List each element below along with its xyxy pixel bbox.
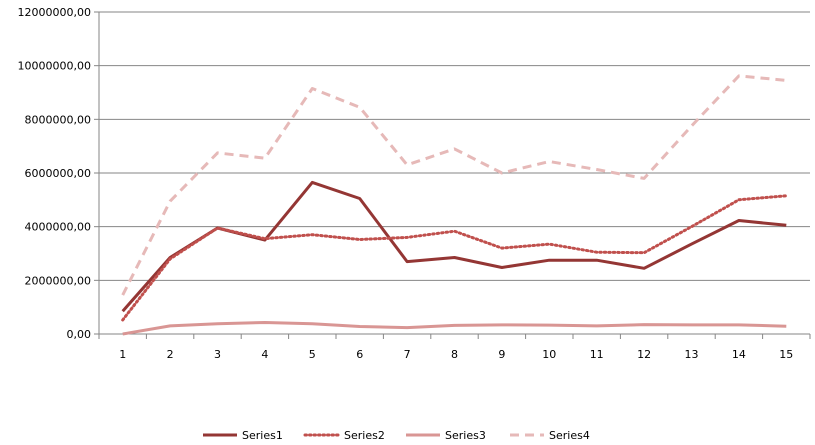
x-tick-label: 8 (451, 348, 458, 361)
y-tick-label: 6000000,00 (25, 167, 91, 180)
gridlines (99, 11, 810, 281)
y-tick-label: 8000000,00 (25, 113, 91, 126)
y-tick-label: 10000000,00 (18, 60, 91, 73)
y-axis: 0,00 2000000,00 4000000,00 6000000,00 800000… (18, 6, 100, 341)
x-tick-label: 5 (309, 348, 316, 361)
y-tick-label: 0,00 (67, 328, 92, 341)
series-line-series3 (122, 321, 787, 336)
y-tick-label: 2000000,00 (25, 274, 91, 287)
y-tick-label: 4000000,00 (25, 221, 91, 234)
x-tick-label: 15 (779, 348, 793, 361)
legend: Series1 Series2 Series3 Series4 (203, 429, 590, 442)
y-tick-label: 12000000,00 (18, 6, 91, 19)
x-tick-label: 9 (498, 348, 505, 361)
series-line-series2 (121, 194, 788, 322)
series-lines (121, 74, 788, 336)
x-tick-label: 14 (732, 348, 746, 361)
x-tick-label: 12 (637, 348, 651, 361)
legend-label-series3: Series3 (445, 429, 486, 442)
x-tick-label: 2 (167, 348, 174, 361)
series-line-series4 (121, 74, 787, 296)
x-tick-label: 3 (214, 348, 221, 361)
legend-label-series2: Series2 (344, 429, 385, 442)
legend-label-series4: Series4 (549, 429, 590, 442)
x-tick-label: 7 (404, 348, 411, 361)
x-tick-label: 11 (590, 348, 604, 361)
x-tick-label: 13 (685, 348, 699, 361)
x-tick-label: 1 (119, 348, 126, 361)
series-line-series1 (121, 180, 787, 313)
x-tick-label: 10 (542, 348, 556, 361)
x-axis: 1 2 3 4 5 6 7 8 9 10 11 12 13 14 15 (98, 333, 811, 361)
x-tick-label: 4 (261, 348, 268, 361)
legend-label-series1: Series1 (242, 429, 283, 442)
x-tick-label: 6 (356, 348, 363, 361)
